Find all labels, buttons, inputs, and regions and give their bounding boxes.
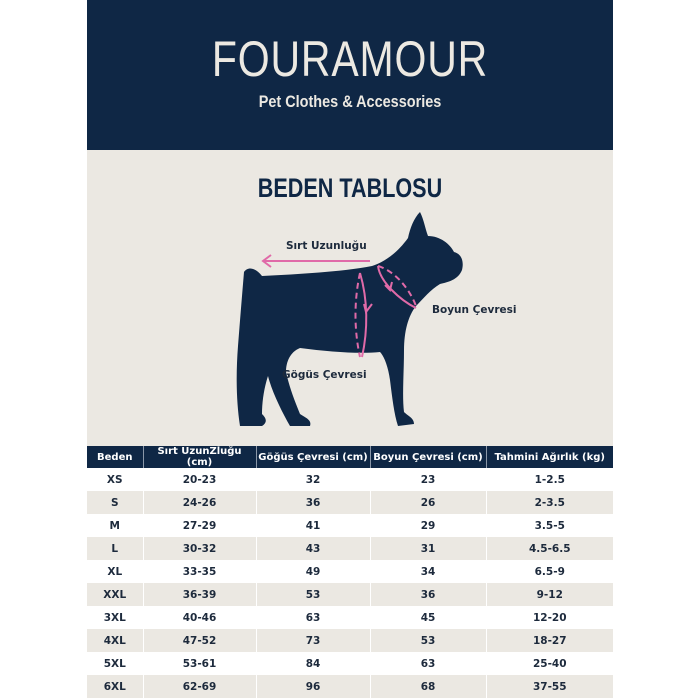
size-cell: XS [87,468,143,491]
table-cell: 30-32 [142,537,256,560]
section-title: BEDEN TABLOSU [257,173,443,203]
table-cell: 53 [255,583,370,606]
table-row: XL 33-35 49 34 6.5-9 [87,560,613,583]
table-cell: 20-23 [142,468,256,491]
table-cell: 68 [369,675,486,698]
size-cell: 3XL [87,606,143,629]
brand-header: FOURAMOUR Pet Clothes & Accessories [87,0,613,150]
table-cell: 31 [369,537,486,560]
column-header: Boyun Çevresi (cm) [369,446,486,468]
table-cell: 37-55 [485,675,613,698]
size-cell: M [87,514,143,537]
table-cell: 1-2.5 [485,468,613,491]
table-row: 5XL 53-61 84 63 25-40 [87,652,613,675]
column-header: Tahmini Ağırlık (kg) [485,446,613,468]
table-cell: 33-35 [142,560,256,583]
table-cell: 84 [255,652,370,675]
size-cell: S [87,491,143,514]
table-row: 6XL 62-69 96 68 37-55 [87,675,613,698]
table-cell: 41 [255,514,370,537]
table-row: M 27-29 41 29 3.5-5 [87,514,613,537]
table-row: S 24-26 36 26 2-3.5 [87,491,613,514]
table-cell: 96 [255,675,370,698]
table-cell: 36 [369,583,486,606]
table-cell: 73 [255,629,370,652]
back-length-arrow [261,254,370,268]
label-back-length: Sırt Uzunluğu [286,240,367,252]
column-header: Göğüs Çevresi (cm) [255,446,370,468]
size-cell: XL [87,560,143,583]
size-table: Beden Sırt UzunZluğu (cm) Göğüs Çevresi (c… [87,446,613,698]
column-header: Sırt UzunZluğu (cm) [142,446,256,468]
size-cell: 6XL [87,675,143,698]
label-neck-girth: Boyun Çevresi [432,304,517,316]
table-row: L 30-32 43 31 4.5-6.5 [87,537,613,560]
column-header: Beden [87,446,143,468]
size-cell: L [87,537,143,560]
table-cell: 12-20 [485,606,613,629]
table-cell: 27-29 [142,514,256,537]
table-cell: 29 [369,514,486,537]
size-cell: XXL [87,583,143,606]
table-cell: 6.5-9 [485,560,613,583]
table-cell: 49 [255,560,370,583]
dog-silhouette [236,212,463,426]
table-cell: 36-39 [142,583,256,606]
table-cell: 63 [255,606,370,629]
table-header-row: Beden Sırt UzunZluğu (cm) Göğüs Çevresi (c… [87,446,613,468]
table-cell: 53 [369,629,486,652]
table-row: XXL 36-39 53 36 9-12 [87,583,613,606]
table-cell: 24-26 [142,491,256,514]
size-cell: 4XL [87,629,143,652]
table-cell: 36 [255,491,370,514]
table-cell: 3.5-5 [485,514,613,537]
table-cell: 53-61 [142,652,256,675]
table-cell: 43 [255,537,370,560]
chest-girth-guide [354,272,373,358]
size-cell: 5XL [87,652,143,675]
table-cell: 4.5-6.5 [485,537,613,560]
table-cell: 26 [369,491,486,514]
table-cell: 23 [369,468,486,491]
table-cell: 63 [369,652,486,675]
table-cell: 25-40 [485,652,613,675]
table-row: 4XL 47-52 73 53 18-27 [87,629,613,652]
table-cell: 18-27 [485,629,613,652]
table-row: 3XL 40-46 63 45 12-20 [87,606,613,629]
table-cell: 2-3.5 [485,491,613,514]
brand-logo: FOURAMOUR [211,31,489,87]
table-cell: 9-12 [485,583,613,606]
table-row: XS 20-23 32 23 1-2.5 [87,468,613,491]
dog-measurement-diagram [236,212,463,426]
label-chest-girth: Gögüs Çevresi [282,369,367,381]
table-cell: 62-69 [142,675,256,698]
table-cell: 32 [255,468,370,491]
neck-girth-guide [377,265,417,309]
table-cell: 40-46 [142,606,256,629]
brand-tagline: Pet Clothes & Accessories [258,92,442,111]
table-cell: 47-52 [142,629,256,652]
table-cell: 34 [369,560,486,583]
table-cell: 45 [369,606,486,629]
